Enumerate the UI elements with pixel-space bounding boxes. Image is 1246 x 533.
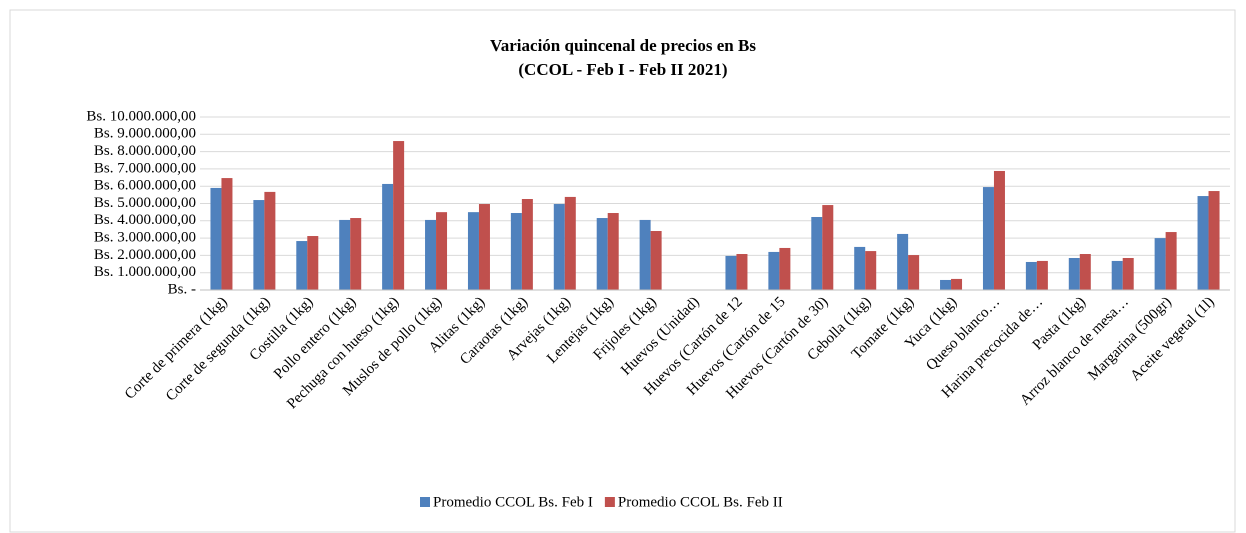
legend-swatch [420, 497, 430, 507]
bar [436, 212, 448, 290]
bar [897, 233, 909, 290]
bar [467, 212, 479, 290]
bar [393, 141, 405, 290]
bar [221, 178, 233, 290]
bar [553, 204, 565, 290]
bar [1154, 238, 1166, 290]
bar [1197, 196, 1209, 290]
bar [1079, 254, 1091, 290]
y-tick-label: Bs. 5.000.000,00 [94, 195, 196, 211]
bar [264, 191, 276, 290]
bar [1122, 257, 1134, 290]
bar [1025, 261, 1037, 290]
bar [1208, 191, 1220, 290]
bar [768, 251, 780, 290]
y-tick-label: Bs. 7.000.000,00 [94, 160, 196, 176]
bar [993, 170, 1005, 290]
bar [1165, 232, 1177, 290]
y-tick-label: Bs. 1.000.000,00 [94, 264, 196, 280]
bar [596, 218, 608, 290]
bar [1068, 257, 1080, 290]
bar [908, 255, 920, 290]
bar [940, 279, 952, 290]
bar [650, 231, 662, 290]
bar [1111, 260, 1123, 290]
legend-label: Promedio CCOL Bs. Feb II [618, 494, 783, 510]
bar [811, 216, 823, 290]
bar [736, 254, 748, 290]
bar [564, 196, 576, 290]
chart-subtitle: (CCOL - Feb I - Feb II 2021) [518, 60, 727, 79]
bar [296, 241, 308, 290]
bar [350, 218, 362, 290]
legend-swatch [604, 497, 615, 507]
bar [822, 205, 834, 290]
bar [951, 278, 963, 290]
legend-label: Promedio CCOL Bs. Feb I [433, 494, 593, 510]
y-tick-label: Bs. 4.000.000,00 [94, 212, 196, 228]
bar [382, 183, 394, 290]
y-tick-label: Bs. 10.000.000,00 [86, 108, 196, 124]
bar [339, 219, 351, 290]
y-tick-label: Bs. 3.000.000,00 [94, 230, 196, 246]
bar [253, 200, 265, 290]
y-tick-label: Bs. 2.000.000,00 [94, 247, 196, 263]
bar [425, 219, 437, 290]
bar [521, 199, 533, 290]
bar [779, 247, 791, 290]
bar [210, 187, 222, 290]
bar [982, 187, 994, 290]
bar [639, 219, 651, 290]
chart-title: Variación quincenal de precios en Bs [490, 36, 756, 55]
bar [865, 251, 877, 290]
y-tick-label: Bs. 6.000.000,00 [94, 178, 196, 194]
bar [1036, 260, 1048, 290]
bar [725, 255, 737, 290]
y-tick-label: Bs. - [168, 281, 196, 297]
y-tick-label: Bs. 9.000.000,00 [94, 126, 196, 142]
bar [510, 213, 522, 290]
bar [478, 204, 490, 290]
y-tick-label: Bs. 8.000.000,00 [94, 143, 196, 159]
bar [607, 213, 619, 290]
bar [854, 246, 866, 290]
bar [307, 236, 319, 290]
